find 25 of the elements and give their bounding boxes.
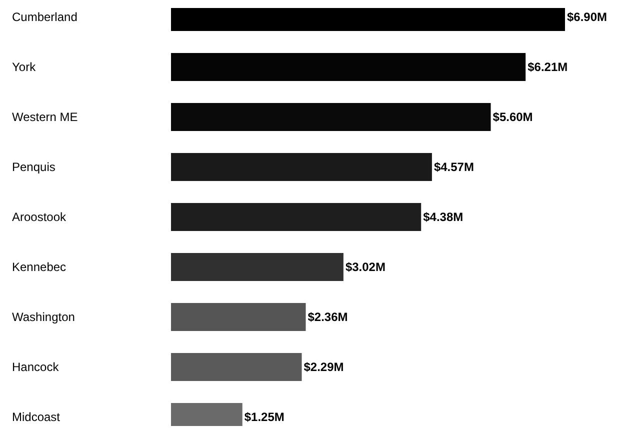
data-label: $6.21M (528, 60, 568, 74)
data-label: $4.57M (434, 160, 474, 174)
bar (171, 53, 526, 81)
data-label: $2.29M (304, 360, 344, 374)
y-tick-label: Cumberland (12, 10, 78, 24)
y-tick-label: York (12, 60, 37, 74)
data-label: $6.90M (567, 10, 608, 24)
bar (171, 203, 422, 231)
bar (171, 303, 306, 331)
data-label: $4.38M (423, 210, 464, 224)
y-tick-label: Hancock (12, 360, 60, 374)
bar (171, 103, 491, 131)
data-label: $2.36M (308, 310, 348, 324)
y-tick-label: Washington (12, 310, 75, 324)
y-tick-label: Penquis (12, 160, 56, 174)
y-tick-label: Aroostook (12, 210, 68, 224)
data-label: $5.60M (492, 110, 533, 124)
bar (171, 353, 302, 381)
bar (171, 153, 432, 181)
y-tick-label: Kennebec (12, 260, 66, 274)
data-label: $1.25M (244, 410, 284, 424)
y-tick-label: Western ME (12, 110, 78, 124)
bar (171, 253, 344, 281)
y-tick-label: Midcoast (12, 410, 61, 424)
data-label: $3.02M (345, 260, 386, 274)
